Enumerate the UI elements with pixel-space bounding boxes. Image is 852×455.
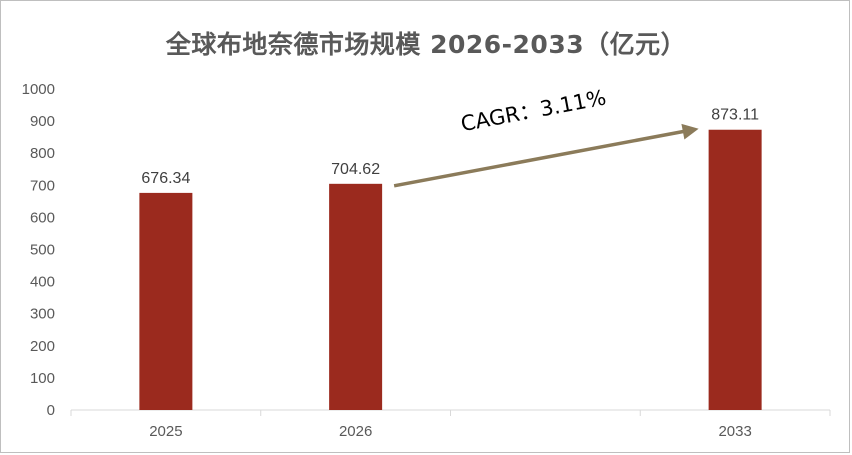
cagr-label: CAGR：3.11% <box>459 85 608 136</box>
bar-2033 <box>708 129 762 410</box>
bar-2026 <box>329 183 383 410</box>
y-tick-label: 200 <box>30 338 55 355</box>
data-label-2033: 873.11 <box>711 107 759 124</box>
data-label-2025: 676.34 <box>141 170 190 187</box>
y-tick-label: 900 <box>30 113 55 130</box>
y-tick-label: 800 <box>30 145 55 162</box>
cagr-arrow-head <box>681 123 699 140</box>
x-tick-label-2033: 2033 <box>718 423 751 440</box>
y-tick-label: 400 <box>30 274 55 291</box>
cagr-arrow-line <box>393 128 693 188</box>
x-tick-label-2025: 2025 <box>149 423 182 440</box>
y-tick-label: 0 <box>47 402 55 419</box>
y-tick-label: 100 <box>30 370 55 387</box>
y-tick-label: 500 <box>30 242 55 259</box>
y-tick-label: 1000 <box>22 81 55 98</box>
y-tick-label: 700 <box>30 177 55 194</box>
chart-title: 全球布地奈德市场规模 2026-2033（亿元） <box>165 30 687 59</box>
y-tick-label: 600 <box>30 209 55 226</box>
bar-2025 <box>139 192 193 410</box>
y-tick-label: 300 <box>30 306 55 323</box>
data-label-2026: 704.62 <box>331 161 380 178</box>
x-tick-label-2026: 2026 <box>339 423 372 440</box>
